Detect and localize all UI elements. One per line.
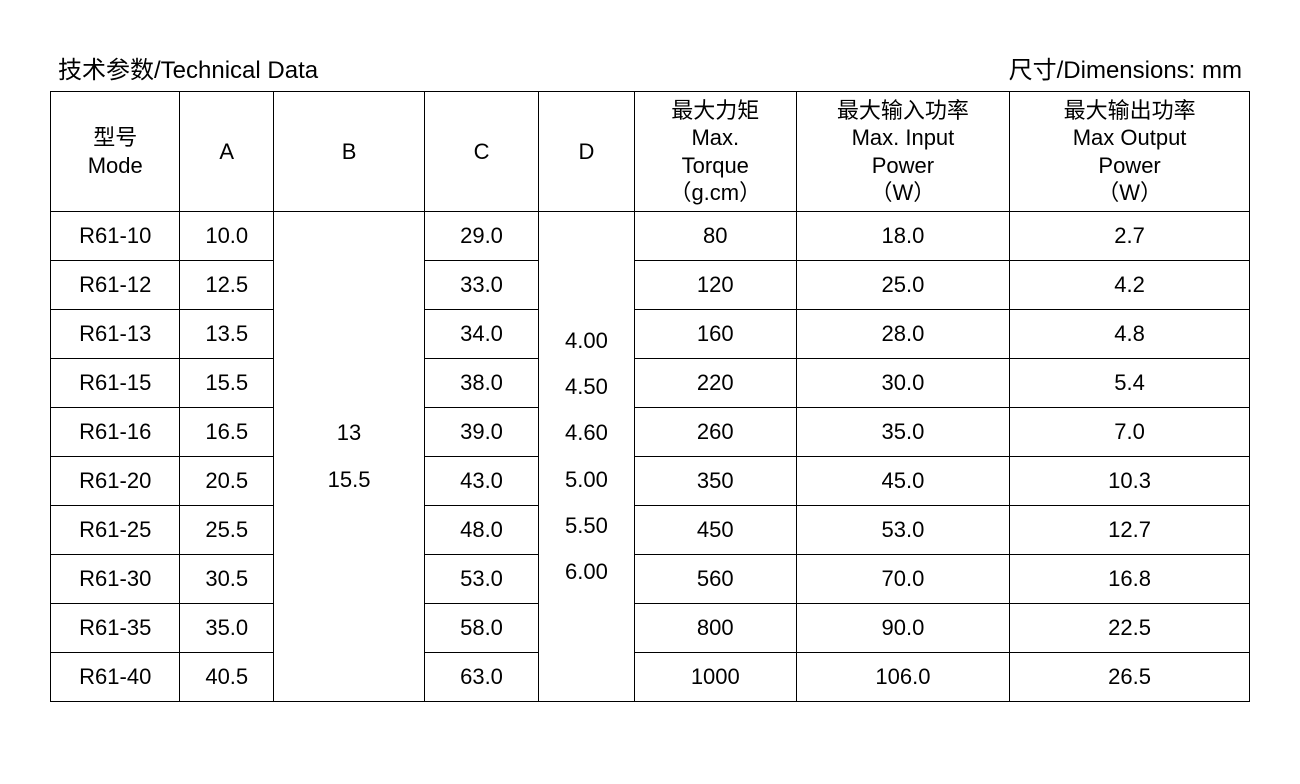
cell-c: 53.0 [425, 555, 539, 604]
header-d: D [538, 92, 634, 212]
cell-mode: R61-35 [51, 604, 180, 653]
cell-input: 70.0 [796, 555, 1009, 604]
cell-torque: 160 [634, 310, 796, 359]
cell-output: 26.5 [1010, 653, 1250, 702]
header-mode: 型号 Mode [51, 92, 180, 212]
cell-output: 22.5 [1010, 604, 1250, 653]
header-c: C [425, 92, 539, 212]
cell-output: 7.0 [1010, 408, 1250, 457]
cell-d-merged: 4.00 4.50 4.60 5.00 5.50 6.00 [538, 212, 634, 702]
table-row: R61-15 15.5 38.0 220 30.0 5.4 [51, 359, 1250, 408]
cell-output: 4.2 [1010, 261, 1250, 310]
cell-torque: 260 [634, 408, 796, 457]
table-header-row: 型号 Mode A B C D 最大力矩 Max. Torque （g.cm） … [51, 92, 1250, 212]
cell-input: 35.0 [796, 408, 1009, 457]
cell-c: 58.0 [425, 604, 539, 653]
cell-torque: 560 [634, 555, 796, 604]
cell-mode: R61-12 [51, 261, 180, 310]
cell-input: 28.0 [796, 310, 1009, 359]
title-left: 技术参数/Technical Data [58, 50, 318, 85]
cell-a: 13.5 [180, 310, 274, 359]
cell-input: 45.0 [796, 457, 1009, 506]
cell-a: 15.5 [180, 359, 274, 408]
cell-mode: R61-25 [51, 506, 180, 555]
cell-mode: R61-15 [51, 359, 180, 408]
cell-mode: R61-10 [51, 212, 180, 261]
cell-a: 25.5 [180, 506, 274, 555]
cell-c: 43.0 [425, 457, 539, 506]
cell-output: 12.7 [1010, 506, 1250, 555]
cell-mode: R61-20 [51, 457, 180, 506]
table-row: R61-35 35.0 58.0 800 90.0 22.5 [51, 604, 1250, 653]
cell-mode: R61-30 [51, 555, 180, 604]
technical-data-table: 型号 Mode A B C D 最大力矩 Max. Torque （g.cm） … [50, 91, 1250, 702]
cell-c: 34.0 [425, 310, 539, 359]
cell-a: 16.5 [180, 408, 274, 457]
header-b: B [274, 92, 425, 212]
cell-c: 29.0 [425, 212, 539, 261]
table-row: R61-40 40.5 63.0 1000 106.0 26.5 [51, 653, 1250, 702]
cell-mode: R61-16 [51, 408, 180, 457]
header-output-power: 最大输出功率 Max Output Power （W） [1010, 92, 1250, 212]
cell-c: 33.0 [425, 261, 539, 310]
cell-c: 38.0 [425, 359, 539, 408]
table-row: R61-30 30.5 53.0 560 70.0 16.8 [51, 555, 1250, 604]
cell-a: 30.5 [180, 555, 274, 604]
cell-input: 18.0 [796, 212, 1009, 261]
cell-output: 5.4 [1010, 359, 1250, 408]
header-torque: 最大力矩 Max. Torque （g.cm） [634, 92, 796, 212]
cell-torque: 450 [634, 506, 796, 555]
cell-output: 10.3 [1010, 457, 1250, 506]
cell-input: 90.0 [796, 604, 1009, 653]
header-input-power: 最大输入功率 Max. Input Power （W） [796, 92, 1009, 212]
cell-torque: 80 [634, 212, 796, 261]
cell-output: 2.7 [1010, 212, 1250, 261]
cell-a: 10.0 [180, 212, 274, 261]
cell-a: 12.5 [180, 261, 274, 310]
cell-torque: 120 [634, 261, 796, 310]
cell-torque: 1000 [634, 653, 796, 702]
cell-output: 16.8 [1010, 555, 1250, 604]
cell-a: 20.5 [180, 457, 274, 506]
cell-mode: R61-13 [51, 310, 180, 359]
cell-torque: 350 [634, 457, 796, 506]
title-right: 尺寸/Dimensions: mm [1009, 50, 1242, 85]
table-row: R61-10 10.0 13 15.5 29.0 4.00 4.50 4.60 … [51, 212, 1250, 261]
cell-c: 63.0 [425, 653, 539, 702]
cell-input: 106.0 [796, 653, 1009, 702]
cell-output: 4.8 [1010, 310, 1250, 359]
cell-input: 25.0 [796, 261, 1009, 310]
cell-torque: 220 [634, 359, 796, 408]
cell-input: 53.0 [796, 506, 1009, 555]
table-row: R61-16 16.5 39.0 260 35.0 7.0 [51, 408, 1250, 457]
cell-mode: R61-40 [51, 653, 180, 702]
cell-input: 30.0 [796, 359, 1009, 408]
table-row: R61-20 20.5 43.0 350 45.0 10.3 [51, 457, 1250, 506]
cell-a: 40.5 [180, 653, 274, 702]
table-row: R61-12 12.5 33.0 120 25.0 4.2 [51, 261, 1250, 310]
table-row: R61-13 13.5 34.0 160 28.0 4.8 [51, 310, 1250, 359]
cell-b-merged: 13 15.5 [274, 212, 425, 702]
table-row: R61-25 25.5 48.0 450 53.0 12.7 [51, 506, 1250, 555]
cell-c: 48.0 [425, 506, 539, 555]
header-a: A [180, 92, 274, 212]
cell-a: 35.0 [180, 604, 274, 653]
cell-c: 39.0 [425, 408, 539, 457]
table-body: R61-10 10.0 13 15.5 29.0 4.00 4.50 4.60 … [51, 212, 1250, 702]
cell-torque: 800 [634, 604, 796, 653]
